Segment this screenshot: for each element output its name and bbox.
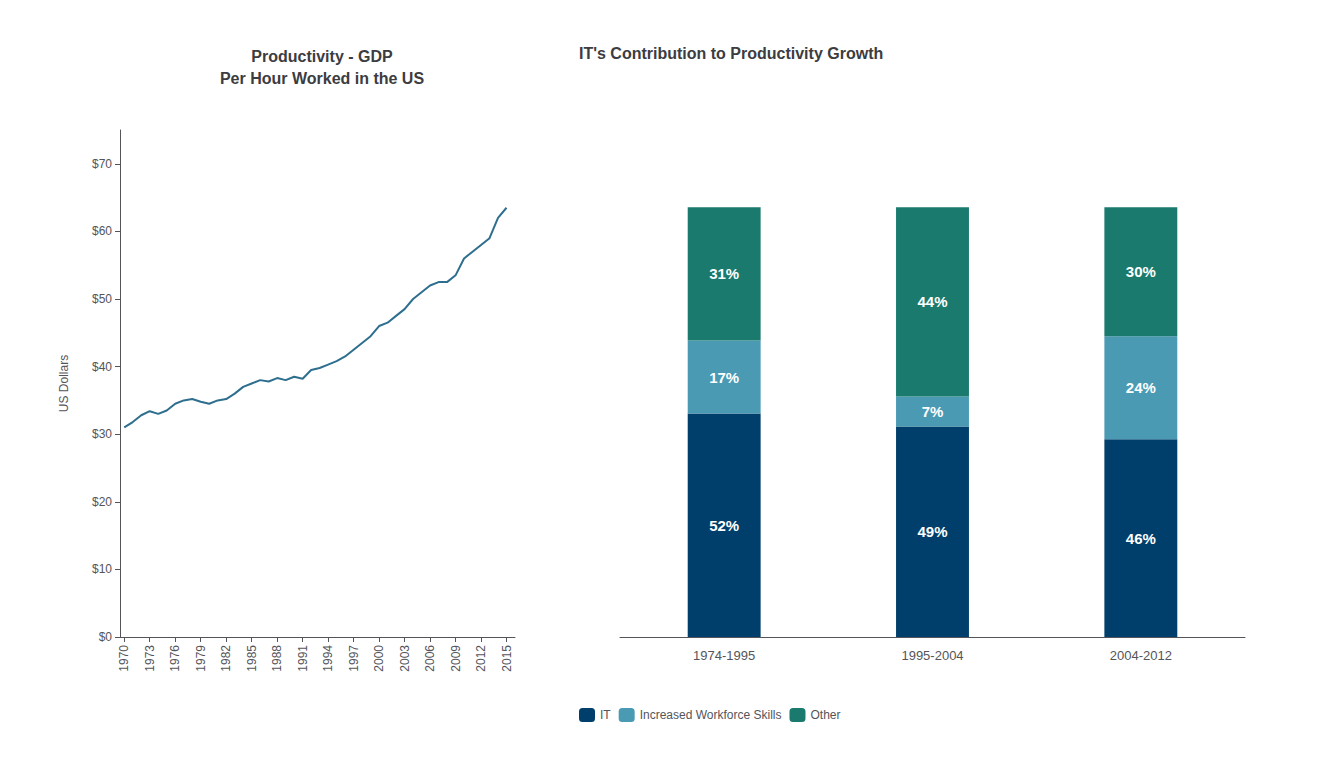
svg-text:1973: 1973 xyxy=(143,645,157,672)
svg-text:1974-1995: 1974-1995 xyxy=(693,648,755,663)
svg-text:30%: 30% xyxy=(1126,263,1156,280)
svg-text:$30: $30 xyxy=(92,427,112,441)
svg-text:2003: 2003 xyxy=(398,645,412,672)
svg-text:1991: 1991 xyxy=(296,645,310,672)
svg-text:1979: 1979 xyxy=(194,645,208,672)
svg-text:2004-2012: 2004-2012 xyxy=(1110,648,1172,663)
svg-text:$70: $70 xyxy=(92,157,112,171)
svg-text:1982: 1982 xyxy=(219,645,233,672)
svg-text:$20: $20 xyxy=(92,495,112,509)
svg-text:1994: 1994 xyxy=(321,645,335,672)
svg-text:24%: 24% xyxy=(1126,379,1156,396)
svg-text:Other: Other xyxy=(810,708,840,722)
svg-text:1976: 1976 xyxy=(168,645,182,672)
svg-text:$60: $60 xyxy=(92,224,112,238)
svg-text:52%: 52% xyxy=(709,517,739,534)
svg-text:Increased Workforce Skills: Increased Workforce Skills xyxy=(640,708,782,722)
svg-text:49%: 49% xyxy=(917,523,947,540)
svg-text:$10: $10 xyxy=(92,562,112,576)
svg-text:US Dollars: US Dollars xyxy=(57,355,71,412)
svg-text:2009: 2009 xyxy=(449,645,463,672)
svg-text:1997: 1997 xyxy=(347,645,361,672)
svg-text:17%: 17% xyxy=(709,369,739,386)
svg-text:IT: IT xyxy=(600,708,611,722)
svg-text:31%: 31% xyxy=(709,265,739,282)
svg-text:46%: 46% xyxy=(1126,530,1156,547)
svg-text:2006: 2006 xyxy=(423,645,437,672)
svg-text:$40: $40 xyxy=(92,360,112,374)
svg-text:$0: $0 xyxy=(99,630,113,644)
svg-text:2012: 2012 xyxy=(474,645,488,672)
svg-text:7%: 7% xyxy=(922,403,944,420)
svg-text:IT's Contribution to Productiv: IT's Contribution to Productivity Growth xyxy=(579,45,883,62)
svg-text:44%: 44% xyxy=(917,293,947,310)
svg-text:Productivity - GDP: Productivity - GDP xyxy=(251,48,393,65)
svg-text:2000: 2000 xyxy=(372,645,386,672)
svg-text:1985: 1985 xyxy=(245,645,259,672)
svg-text:$50: $50 xyxy=(92,292,112,306)
svg-text:Per Hour Worked in the US: Per Hour Worked in the US xyxy=(220,70,425,87)
svg-text:1970: 1970 xyxy=(117,645,131,672)
svg-text:1995-2004: 1995-2004 xyxy=(901,648,963,663)
svg-text:1988: 1988 xyxy=(270,645,284,672)
svg-text:2015: 2015 xyxy=(500,645,514,672)
